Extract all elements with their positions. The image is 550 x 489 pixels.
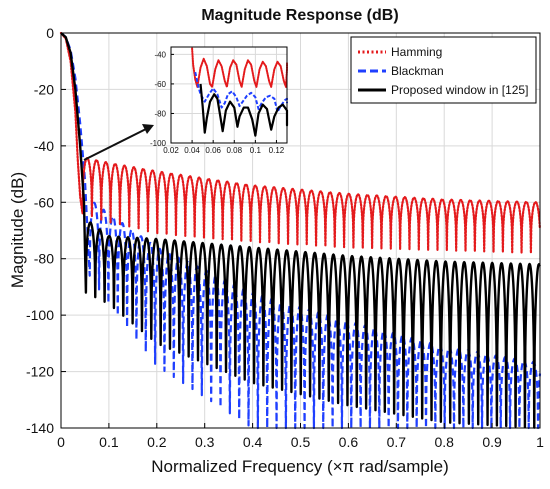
chart-title: Magnitude Response (dB) <box>201 7 398 24</box>
inset-axes: 0.02 0.04 0.06 0.08 0.1 0.12 -40 -60 -80 -100 <box>150 46 288 155</box>
main-x-tick-label-3: 0.3 <box>195 434 215 450</box>
main-series-group <box>59 31 542 430</box>
inset-y-tick-label-2: -80 <box>154 109 166 118</box>
inset-series-1 <box>194 71 288 113</box>
inset-series-group <box>191 47 289 137</box>
inset-x-tick-label-0: 0.02 <box>163 146 179 155</box>
main-x-tick-label-8: 0.8 <box>434 434 454 450</box>
inset-x-tick-label-5: 0.12 <box>269 146 285 155</box>
inset-series-0 <box>191 47 288 88</box>
legend-label-proposed: Proposed window in [125] <box>391 83 528 97</box>
inset-plot-background <box>171 47 287 143</box>
inset-x-tick-label-2: 0.06 <box>205 146 221 155</box>
main-x-tick-label-6: 0.6 <box>339 434 359 450</box>
main-x-tick-label-1: 0.1 <box>99 434 119 450</box>
main-x-tick-label-7: 0.7 <box>387 434 407 450</box>
inset-grid <box>170 47 287 144</box>
main-x-tick-label-2: 0.2 <box>147 434 167 450</box>
main-x-tick-label-10: 1 <box>536 434 544 450</box>
inset-y-tick-label-3: -100 <box>150 139 167 148</box>
legend-label-blackman: Blackman <box>391 64 444 78</box>
main-y-tick-label-7: -140 <box>26 420 54 436</box>
inset-y-tick-label-0: -40 <box>154 50 166 59</box>
main-y-tick-label-4: -80 <box>34 251 54 267</box>
legend: Hamming Blackman Proposed window in [125… <box>350 36 537 104</box>
main-series-1 <box>60 32 542 430</box>
arrow-line <box>83 128 147 161</box>
legend-box <box>350 36 537 104</box>
main-y-tick-label-1: -20 <box>34 81 54 97</box>
annotation-arrow <box>83 124 154 161</box>
y-axis-label: Magnitude (dB) <box>8 172 27 288</box>
main-y-tick-label-5: -100 <box>26 307 54 323</box>
main-y-tick-label-6: -120 <box>26 364 54 380</box>
arrow-head-icon <box>142 124 154 134</box>
main-x-tick-label-0: 0 <box>57 434 65 450</box>
main-series-0 <box>59 31 541 254</box>
x-axis-label: Normalized Frequency (×π rad/sample) <box>151 457 449 476</box>
inset-x-tick-label-1: 0.04 <box>184 146 200 155</box>
legend-label-hamming: Hamming <box>391 45 442 59</box>
main-y-tick-label-2: -40 <box>34 138 54 154</box>
main-series-2 <box>60 32 541 429</box>
main-y-tick-label-3: -60 <box>34 194 54 210</box>
main-axes: 0 0.1 0.2 0.3 0.4 0.5 0.6 0.7 0.8 0.9 1 0 -20 -40 -60 -… <box>26 25 544 450</box>
inset-plot-frame <box>170 46 288 144</box>
main-x-tick-label-9: 0.9 <box>482 434 502 450</box>
inset-y-tick-label-1: -60 <box>154 80 166 89</box>
inset-series-2 <box>199 83 289 137</box>
main-y-tick-label-0: 0 <box>46 25 54 41</box>
main-x-tick-label-4: 0.4 <box>243 434 263 450</box>
inset-x-tick-label-3: 0.08 <box>226 146 242 155</box>
main-x-tick-label-5: 0.5 <box>291 434 311 450</box>
inset-x-tick-label-4: 0.1 <box>250 146 262 155</box>
